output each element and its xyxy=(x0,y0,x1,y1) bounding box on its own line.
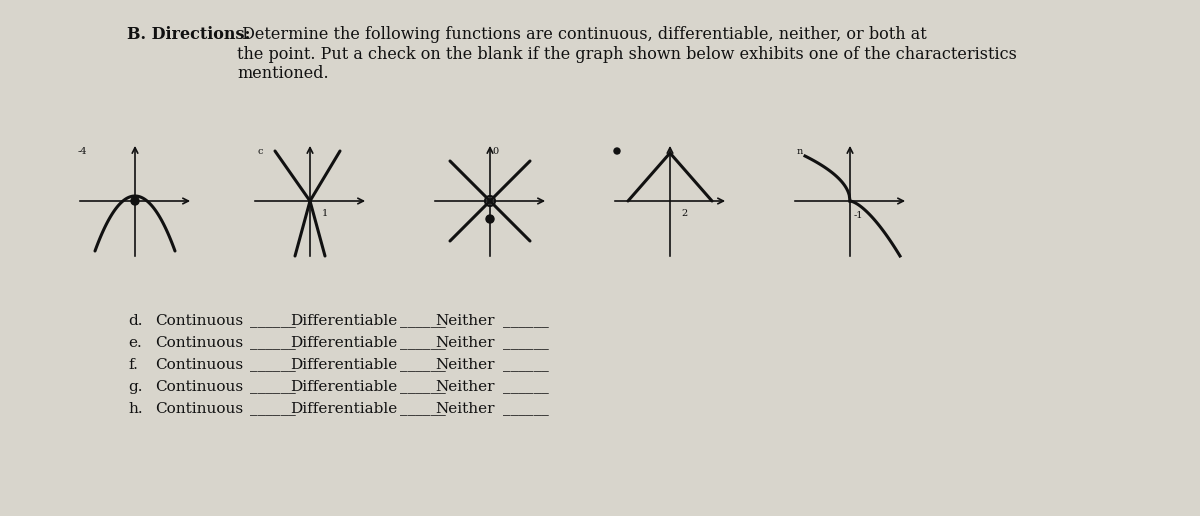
Circle shape xyxy=(614,148,620,154)
Text: B. Directions:: B. Directions: xyxy=(127,26,251,43)
Text: 0: 0 xyxy=(492,147,498,155)
Text: ______: ______ xyxy=(503,402,548,416)
Text: 2: 2 xyxy=(682,208,688,218)
Text: Neither: Neither xyxy=(436,380,494,394)
Text: ______: ______ xyxy=(503,336,548,350)
Text: Differentiable: Differentiable xyxy=(290,314,397,328)
Text: ______: ______ xyxy=(503,314,548,328)
Text: ______: ______ xyxy=(503,358,548,372)
Text: ______: ______ xyxy=(400,336,445,350)
Text: ______: ______ xyxy=(400,358,445,372)
Text: f.: f. xyxy=(128,358,138,372)
Text: Continuous: Continuous xyxy=(155,314,244,328)
Text: ______: ______ xyxy=(250,402,295,416)
Text: n: n xyxy=(797,147,803,155)
Text: c: c xyxy=(257,147,263,155)
Text: -4: -4 xyxy=(77,147,86,155)
Text: h.: h. xyxy=(128,402,143,416)
Text: d.: d. xyxy=(128,314,143,328)
Text: ______: ______ xyxy=(400,314,445,328)
Text: c: c xyxy=(614,147,619,155)
Text: Differentiable: Differentiable xyxy=(290,380,397,394)
Text: Continuous: Continuous xyxy=(155,380,244,394)
Text: Neither: Neither xyxy=(436,358,494,372)
Text: ______: ______ xyxy=(400,402,445,416)
Text: g.: g. xyxy=(128,380,143,394)
Text: Continuous: Continuous xyxy=(155,402,244,416)
Text: ______: ______ xyxy=(250,380,295,394)
Text: Neither: Neither xyxy=(436,402,494,416)
Text: Differentiable: Differentiable xyxy=(290,402,397,416)
Text: Neither: Neither xyxy=(436,336,494,350)
Circle shape xyxy=(486,215,494,223)
Text: Determine the following functions are continuous, differentiable, neither, or bo: Determine the following functions are co… xyxy=(238,26,1016,82)
Text: Differentiable: Differentiable xyxy=(290,358,397,372)
Text: e.: e. xyxy=(128,336,142,350)
Circle shape xyxy=(131,197,139,205)
Text: Differentiable: Differentiable xyxy=(290,336,397,350)
Text: 1: 1 xyxy=(322,208,328,218)
Text: -1: -1 xyxy=(853,212,863,220)
Text: ______: ______ xyxy=(250,336,295,350)
Text: ______: ______ xyxy=(400,380,445,394)
Text: ______: ______ xyxy=(503,380,548,394)
Text: Neither: Neither xyxy=(436,314,494,328)
Text: ______: ______ xyxy=(250,358,295,372)
Text: Continuous: Continuous xyxy=(155,336,244,350)
Text: ______: ______ xyxy=(250,314,295,328)
Text: Continuous: Continuous xyxy=(155,358,244,372)
